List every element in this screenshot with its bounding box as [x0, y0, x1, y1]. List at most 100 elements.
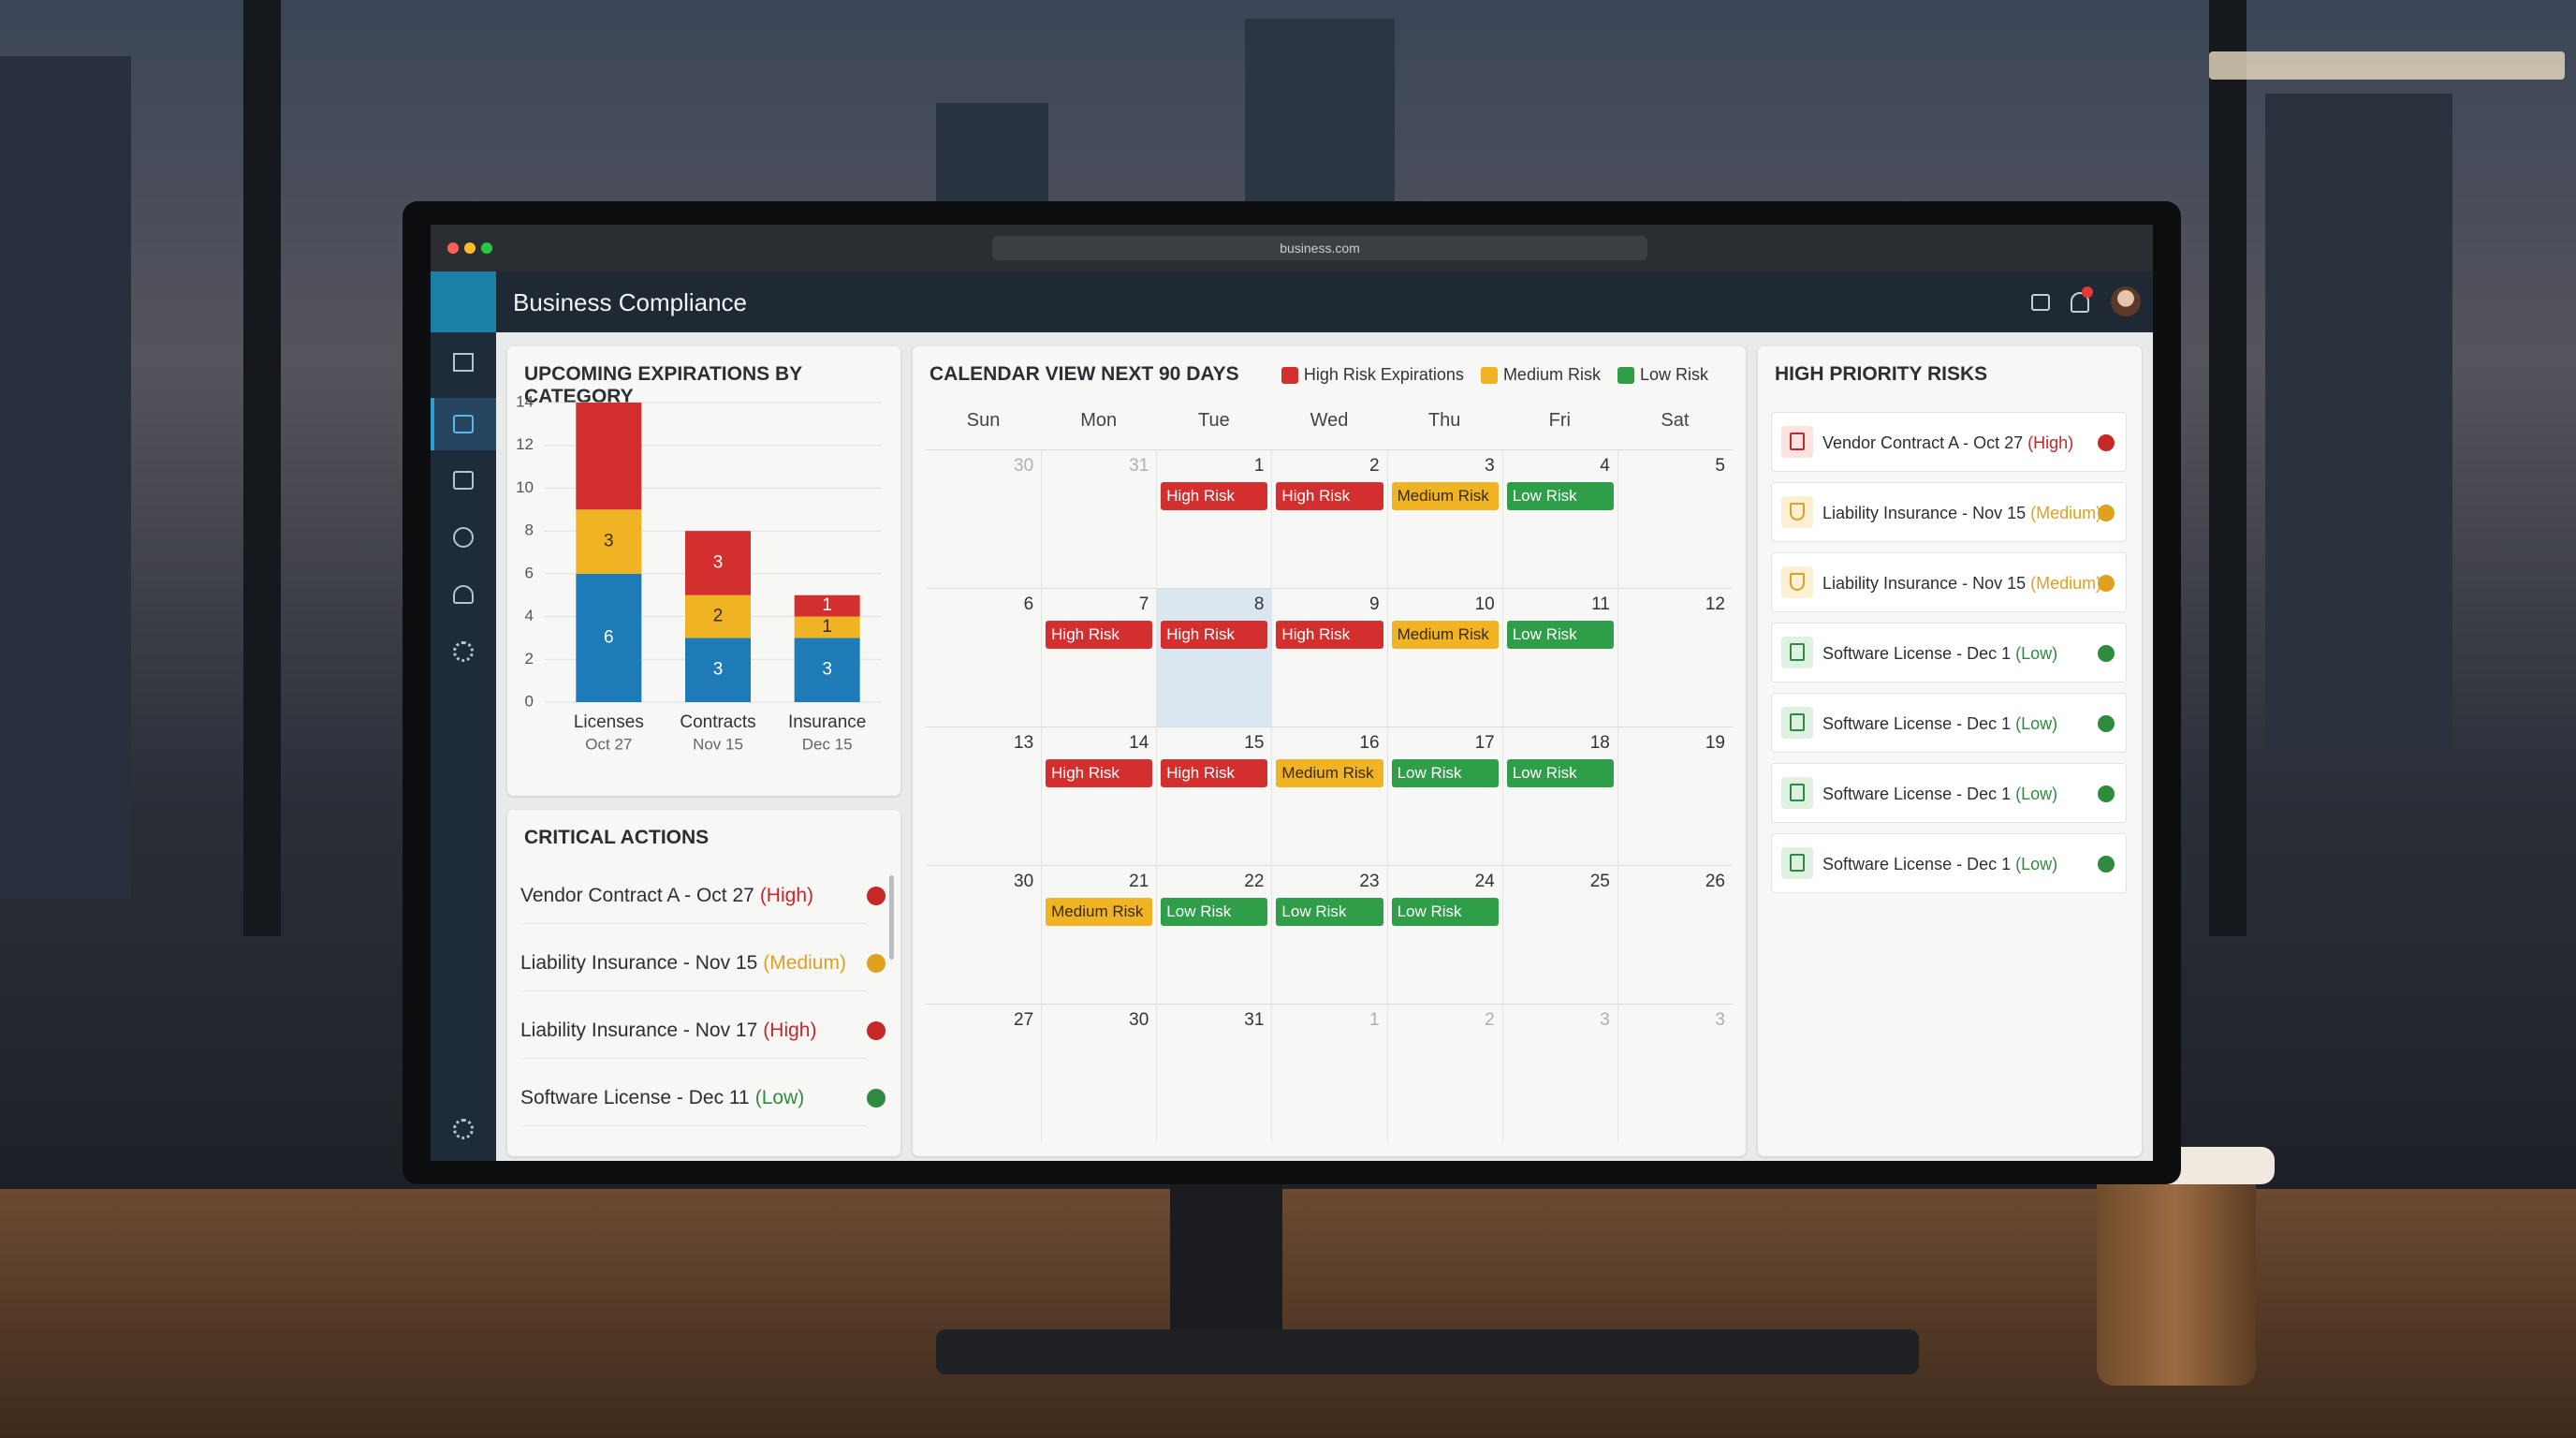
risk-item[interactable]: Software License - Dec 1 (Low) [1771, 623, 2127, 682]
day-cell[interactable]: 22 Low Risk [1156, 865, 1272, 1004]
risk-level: (Medium) [2030, 504, 2102, 522]
x-tick-sublabel: Nov 15 [693, 735, 743, 753]
day-number: 31 [1244, 1010, 1265, 1030]
address-bar[interactable]: business.com [992, 236, 1647, 260]
action-item[interactable]: Liability Insurance - Nov 15 (Medium) [520, 935, 867, 991]
notification-badge [2082, 286, 2093, 298]
risk-item[interactable]: Software License - Dec 1 (Low) [1771, 833, 2127, 893]
expirations-panel: UPCOMING EXPIRATIONS BY CATEGORY 0 2 4 6 8 10… [507, 346, 900, 796]
day-cell[interactable]: 3 Medium Risk [1386, 449, 1502, 588]
scrollbar [889, 875, 894, 960]
risk-level: (High) [2027, 433, 2074, 452]
nav-home[interactable] [453, 353, 474, 372]
risk-event[interactable]: High Risk [1276, 621, 1383, 649]
day-cell[interactable]: 30 [926, 865, 1042, 1004]
nav-settings-bottom[interactable] [453, 1119, 474, 1139]
day-number: 2 [1368, 456, 1380, 476]
day-cell[interactable]: 4 Low Risk [1501, 449, 1617, 588]
day-cell[interactable]: 1 High Risk [1156, 449, 1272, 588]
risk-item[interactable]: Liability Insurance - Nov 15 (Medium) [1771, 482, 2127, 542]
day-cell[interactable]: 31 [1041, 449, 1157, 588]
day-cell[interactable]: 5 [1617, 449, 1733, 588]
app-logo[interactable] [431, 271, 496, 332]
legend-swatch [1480, 366, 1498, 384]
day-cell[interactable]: 2 [1386, 1004, 1502, 1142]
day-number: 2 [1485, 1010, 1495, 1030]
day-number: 12 [1705, 594, 1725, 614]
risk-icon-glyph [1790, 784, 1805, 801]
day-number: 16 [1359, 733, 1380, 753]
risk-event[interactable]: High Risk [1161, 759, 1268, 787]
calendar-button[interactable] [2031, 294, 2050, 311]
day-cell[interactable]: 8 High Risk [1156, 588, 1272, 726]
action-item[interactable]: Vendor Contract A - Oct 27 (High) [520, 868, 867, 924]
risk-icon-monitor [1781, 847, 1813, 879]
x-tick-sublabel: Dec 15 [802, 735, 853, 753]
action-item[interactable]: Software License - Dec 11 (Low) [520, 1070, 867, 1126]
day-cell[interactable]: 7 High Risk [1041, 588, 1157, 726]
nav-settings[interactable] [453, 641, 474, 662]
day-cell[interactable]: 26 [1617, 865, 1733, 1004]
risk-event[interactable]: Low Risk [1276, 898, 1383, 926]
day-cell[interactable]: 25 [1501, 865, 1617, 1004]
risk-text: Software License - Dec 1 (Low) [1822, 834, 2057, 894]
nav-schedule[interactable] [453, 471, 474, 490]
day-cell[interactable]: 24 Low Risk [1386, 865, 1502, 1004]
day-cell[interactable]: 21 Medium Risk [1041, 865, 1157, 1004]
risk-event[interactable]: High Risk [1161, 482, 1268, 510]
risk-event[interactable]: High Risk [1046, 759, 1153, 787]
day-cell[interactable]: 14 High Risk [1041, 726, 1157, 865]
risk-item[interactable]: Software License - Dec 1 (Low) [1771, 763, 2127, 823]
user-avatar[interactable] [2111, 286, 2141, 316]
day-cell[interactable]: 30 [926, 449, 1042, 588]
risk-event[interactable]: Medium Risk [1391, 621, 1499, 649]
risk-event[interactable]: High Risk [1046, 621, 1153, 649]
risk-icon-shield [1781, 566, 1813, 598]
risk-event[interactable]: Low Risk [1391, 759, 1499, 787]
day-cell[interactable]: 30 [1041, 1004, 1157, 1142]
risk-event[interactable]: Medium Risk [1391, 482, 1499, 510]
day-cell[interactable]: 11 Low Risk [1501, 588, 1617, 726]
nav-calendar-active[interactable] [431, 398, 496, 450]
risk-event[interactable]: Medium Risk [1046, 898, 1153, 926]
risk-event[interactable]: Low Risk [1161, 898, 1268, 926]
day-cell[interactable]: 19 [1617, 726, 1733, 865]
day-cell[interactable]: 18 Low Risk [1501, 726, 1617, 865]
day-cell[interactable]: 16 Medium Risk [1271, 726, 1387, 865]
day-cell[interactable]: 13 [926, 726, 1042, 865]
y-tick-label: 14 [516, 393, 534, 410]
risk-event[interactable]: High Risk [1276, 482, 1383, 510]
day-cell[interactable]: 27 [926, 1004, 1042, 1142]
risk-event[interactable]: Low Risk [1391, 898, 1499, 926]
risk-item[interactable]: Vendor Contract A - Oct 27 (High) [1771, 412, 2127, 472]
day-cell[interactable]: 15 High Risk [1156, 726, 1272, 865]
day-cell[interactable]: 23 Low Risk [1271, 865, 1387, 1004]
risk-event[interactable]: Medium Risk [1276, 759, 1383, 787]
risk-event[interactable]: High Risk [1161, 621, 1268, 649]
risk-event[interactable]: Low Risk [1506, 621, 1614, 649]
risk-item[interactable]: Liability Insurance - Nov 15 (Medium) [1771, 552, 2127, 612]
nav-reports[interactable] [453, 527, 474, 548]
day-cell[interactable]: 1 [1271, 1004, 1387, 1142]
day-cell[interactable]: 9 High Risk [1271, 588, 1387, 726]
maximize-dot [481, 242, 492, 254]
day-cell[interactable]: 31 [1156, 1004, 1272, 1142]
day-cell[interactable]: 17 Low Risk [1386, 726, 1502, 865]
risk-text: Software License - Dec 1 (Low) [1822, 624, 2057, 683]
risk-event[interactable]: Low Risk [1506, 759, 1614, 787]
risk-event[interactable]: Low Risk [1506, 482, 1614, 510]
day-number: 11 [1591, 594, 1610, 614]
day-cell[interactable]: 10 Medium Risk [1386, 588, 1502, 726]
bar-label: 3 [604, 532, 614, 551]
risk-item[interactable]: Software License - Dec 1 (Low) [1771, 693, 2127, 753]
day-cell[interactable]: 12 [1617, 588, 1733, 726]
day-cell[interactable]: 6 [926, 588, 1042, 726]
nav-calendar[interactable] [453, 415, 474, 433]
nav-users[interactable] [453, 585, 474, 604]
action-item[interactable]: Liability Insurance - Nov 17 (High) [520, 1003, 867, 1059]
notifications-button[interactable] [2071, 292, 2089, 313]
day-cell[interactable]: 2 High Risk [1271, 449, 1387, 588]
day-cell[interactable]: 3 [1617, 1004, 1733, 1142]
action-level: (Low) [754, 1087, 805, 1108]
day-cell[interactable]: 3 [1501, 1004, 1617, 1142]
